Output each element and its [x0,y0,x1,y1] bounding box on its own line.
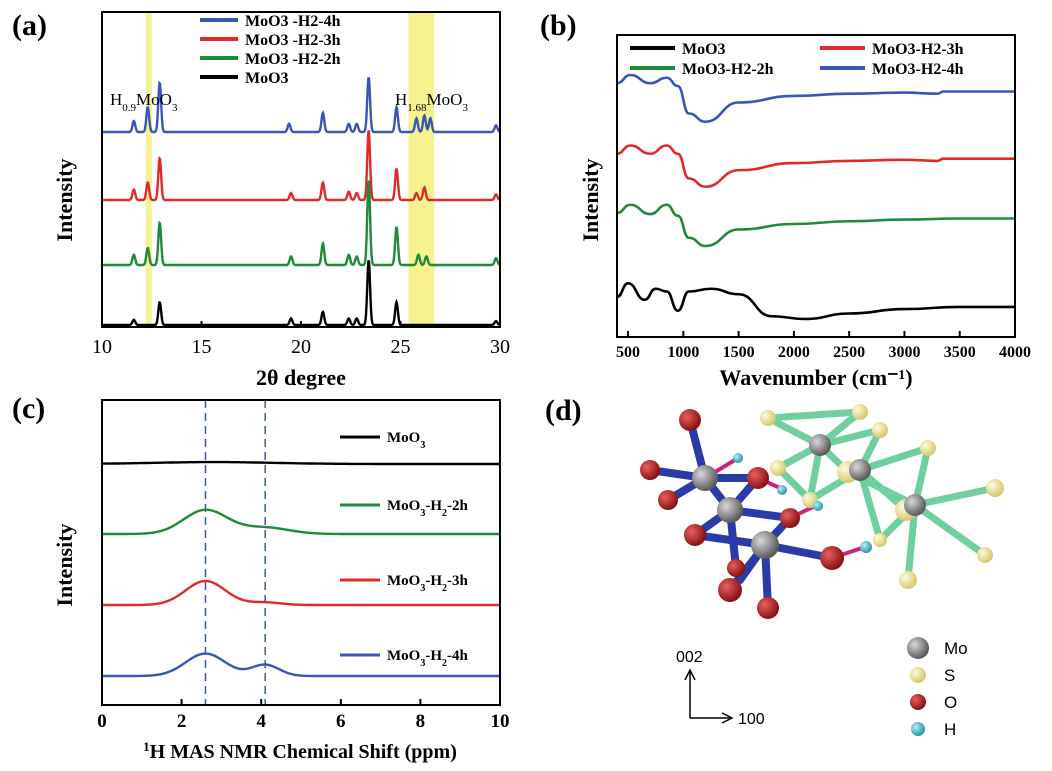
crystal-structure: 002 100 Mo SOH [640,404,1004,739]
xrd-legend-entry: MoO3 -H2-3h [245,32,341,49]
mo-atoms-s-layer [809,434,926,516]
ftir-series-line [616,73,1015,124]
nmr-series-label: MoO3-H2-3h [387,573,468,594]
h-atoms [733,453,872,553]
xrd-legend-entry: MoO3 -H2-4h [245,13,341,30]
ftir-x-axis-label: Wavenumber (cm⁻¹) [719,365,912,390]
nmr-series-label: MoO3 [387,430,425,451]
ftir-chart: 500 1000 1500 2000 2500 3000 3500 4000 Wavenumb… [578,34,1031,390]
nmr-series-labels: MoO3 MoO3-H2-2h MoO3-H2-3h MoO3-H2-4h [340,430,468,669]
nmr-x-tick-label: 2 [177,711,187,732]
xrd-series [102,76,501,327]
xrd-series-line [102,130,501,202]
nmr-x-tick-label: 10 [491,711,510,732]
ftir-legend-entry: MoO3-H2-3h [872,41,964,58]
ftir-y-axis-label: Intensity [578,158,603,241]
highlight-regions [145,12,435,327]
ftir-legend: MoO3 MoO3-H2-3h MoO3-H2-2h MoO3-H2-4h [630,41,964,78]
nmr-x-axis-label: 1H MAS NMR Chemical Shift (ppm) [143,739,457,764]
mo-atoms-o-layer [692,465,779,559]
atom-legend-label: Mo [944,639,968,658]
atom-legend-label: S [944,666,955,685]
nmr-series-label: MoO3-H2-2h [387,498,468,519]
panel-label-b: (b) [540,9,577,42]
crystal-axes [684,668,734,724]
nmr-series-line [102,652,500,678]
xrd-legend-entry: MoO3 -H2-2h [245,51,341,68]
ftir-series-line [616,144,1015,189]
ftir-series [616,73,1015,321]
xrd-y-axis-label: Intensity [52,158,77,241]
ftir-x-tick-label: 1500 [723,344,755,361]
xrd-x-axis-label: 2θ degree [256,365,346,390]
o-atoms [640,409,844,619]
nmr-series [102,460,500,678]
nmr-x-tick-label: 0 [97,711,107,732]
nmr-x-ticks: 0 2 4 6 8 10 [97,699,510,732]
xrd-series-line [102,260,501,327]
nmr-x-tick-label: 8 [416,711,426,732]
ftir-x-tick-label: 500 [616,344,640,361]
nmr-plot-frame [101,399,501,706]
atom-legend-marker [910,667,926,683]
ftir-x-tick-label: 3500 [944,344,976,361]
ftir-series-line [616,281,1015,321]
nmr-chart: 0 2 4 6 8 10 1H MAS NMR Chemical Shift (ppm) … [52,399,510,764]
panel-label-c: (c) [12,392,45,425]
nmr-x-tick-label: 6 [336,711,346,732]
ftir-x-tick-label: 3000 [888,344,920,361]
axis-label-002: 002 [676,649,703,666]
nmr-series-line [102,579,500,607]
ftir-x-tick-label: 4000 [999,344,1031,361]
atom-legend-label: O [944,693,957,712]
ftir-x-tick-label: 2500 [833,344,865,361]
xrd-annotation: H0.9MoO3 [110,90,178,114]
xrd-x-tick-label: 10 [92,336,112,358]
xrd-x-tick-label: 15 [192,336,212,358]
nmr-series-line [102,508,500,536]
xrd-x-ticks: 10 15 20 25 30 [92,321,510,358]
xrd-annotations: H0.9MoO3 H1.68MoO3 [110,90,468,114]
highlight-region-0 [145,12,152,327]
atom-legend-marker [911,722,925,736]
xrd-x-tick-label: 25 [391,336,411,358]
ftir-legend-entry: MoO3-H2-2h [682,61,774,78]
xrd-legend: MoO3 -H2-4h MoO3 -H2-3h MoO3 -H2-2h MoO3 [200,13,341,87]
xrd-chart: 10 15 20 25 30 2θ degree Intensity MoO3 -H2-… [52,11,510,390]
xrd-x-tick-label: 20 [291,336,311,358]
ftir-legend-entry: MoO3 [682,41,726,58]
xrd-series-line [102,180,501,267]
xrd-series-line [102,76,501,134]
atom-legend-label: H [944,720,956,739]
atom-legend-marker [910,694,926,710]
ftir-plot-frame [616,34,1016,338]
panel-label-a: (a) [12,9,47,42]
ftir-x-ticks: 500 1000 1500 2000 2500 3000 3500 4000 [616,331,1031,361]
atom-legend-marker [907,637,929,659]
xrd-legend-entry: MoO3 [245,70,289,87]
nmr-series-label: MoO3-H2-4h [387,648,468,669]
panel-label-d: (d) [545,394,582,427]
xrd-annotation: H1.68MoO3 [395,90,468,114]
ftir-x-tick-label: 1000 [667,344,699,361]
xrd-x-tick-label: 30 [490,336,510,358]
atom-legend: Mo SOH [907,637,968,739]
ftir-legend-entry: MoO3-H2-4h [872,61,964,78]
nmr-y-axis-label: Intensity [52,523,77,606]
ftir-series-line [616,203,1015,248]
axis-label-100: 100 [738,711,765,728]
highlight-region-1 [408,12,435,327]
nmr-reference-lines [204,400,266,705]
nmr-series-line [102,460,500,466]
ftir-x-tick-label: 2000 [778,344,810,361]
nmr-x-tick-label: 4 [256,711,266,732]
